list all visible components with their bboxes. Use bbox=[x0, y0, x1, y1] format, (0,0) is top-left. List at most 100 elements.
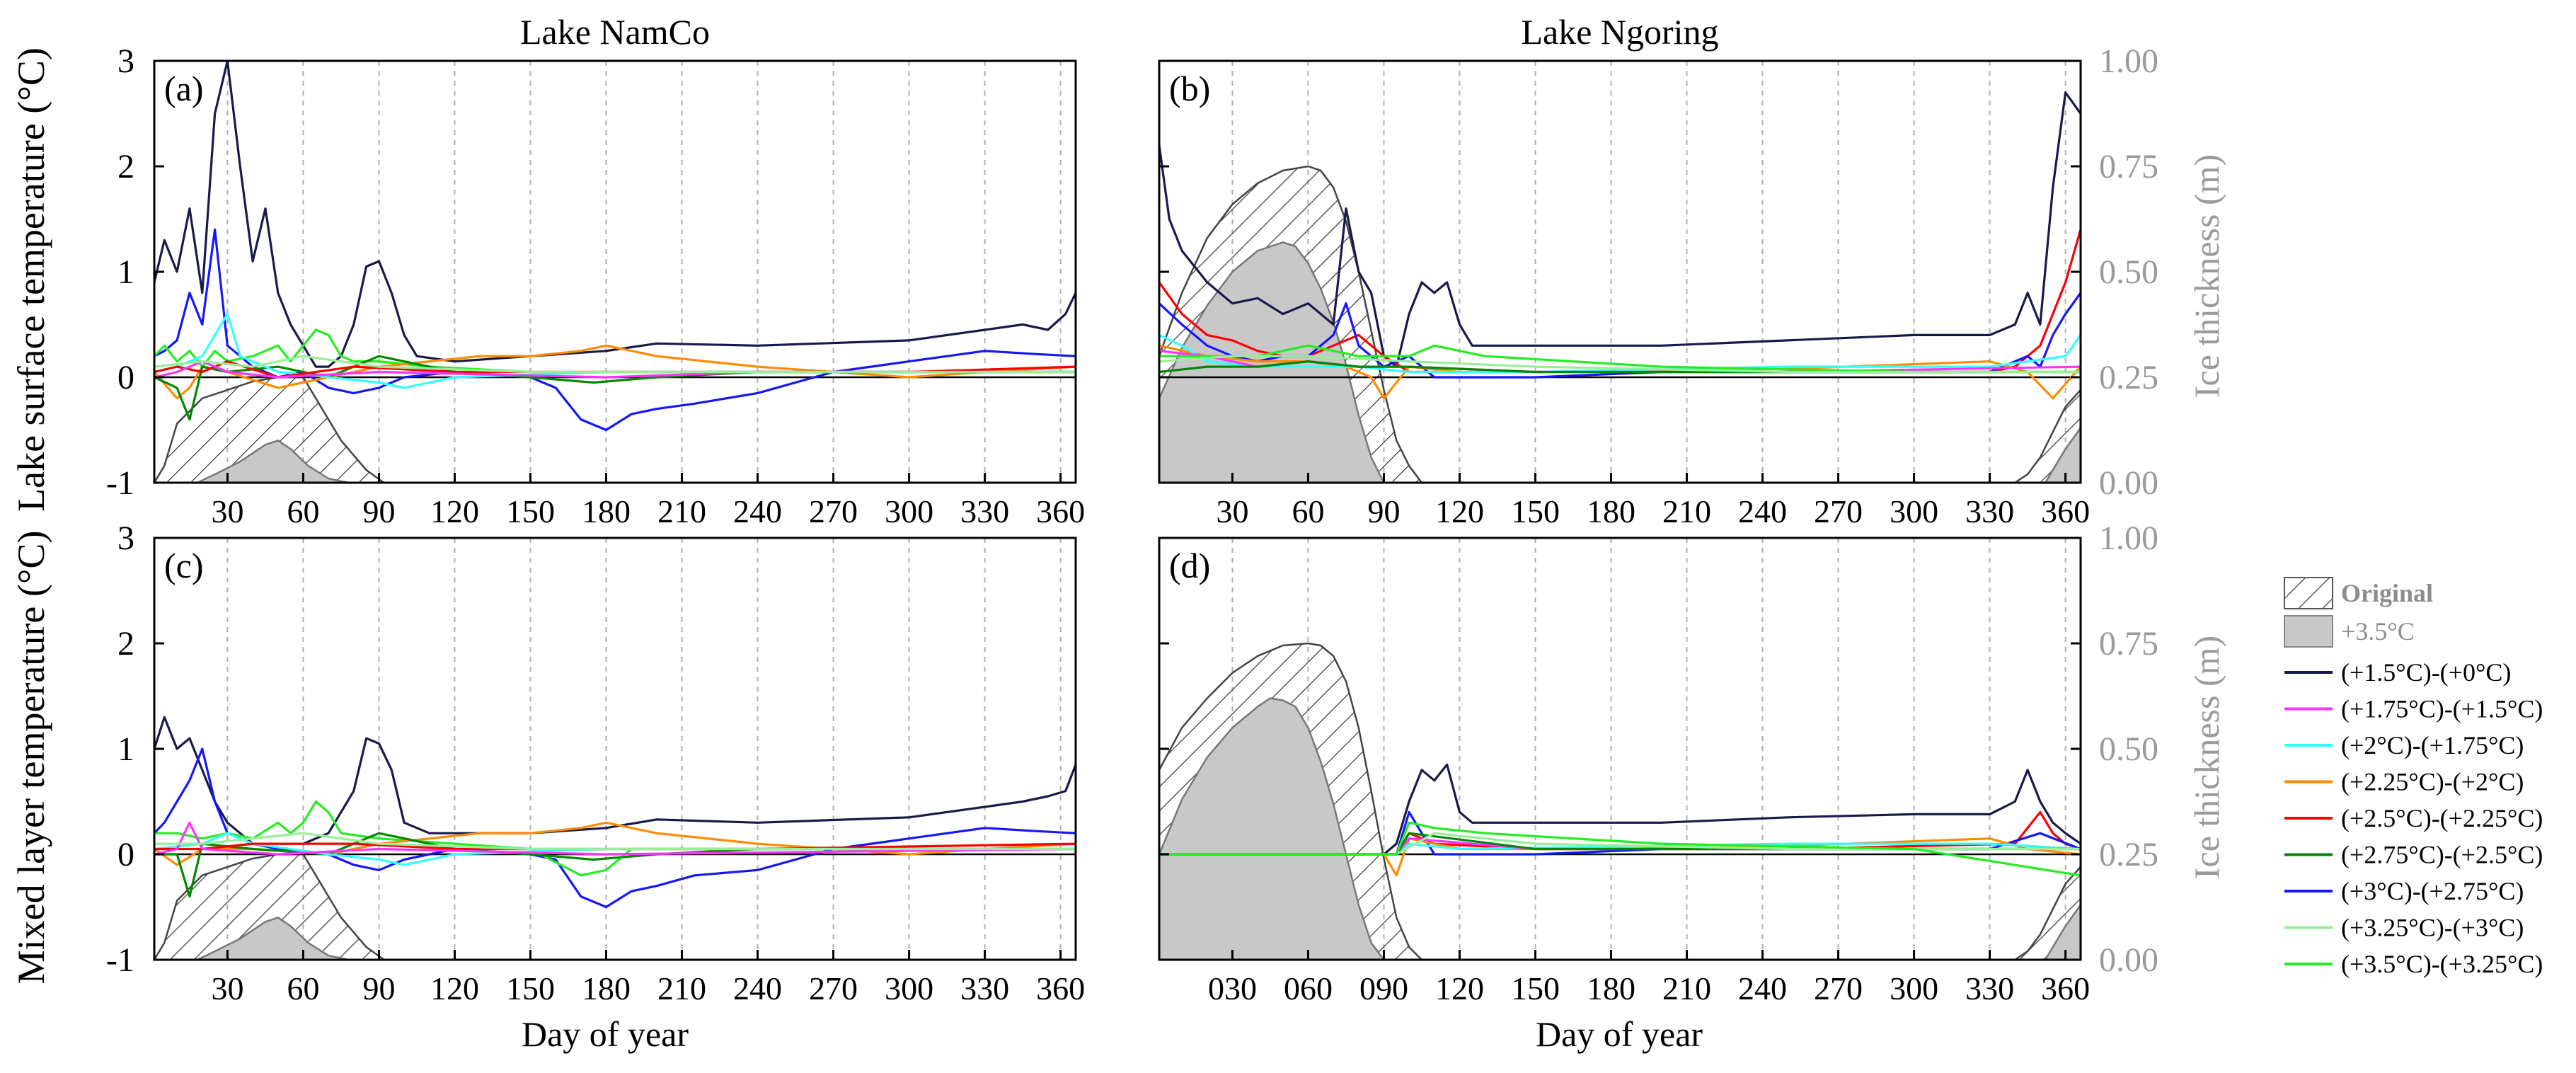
x-tick-label: 90 bbox=[362, 970, 395, 1006]
panel-title-ngoring: Lake Ngoring bbox=[1521, 12, 1718, 52]
y-tick-label: -1 bbox=[106, 464, 134, 502]
x-ticks-b: 30 60 90 120 150 180 210 240 270 300 330 360 bbox=[1216, 473, 2090, 529]
grid-b bbox=[1231, 61, 2066, 483]
x-tick-label: 150 bbox=[1511, 970, 1560, 1006]
y2-tick-label: 1.00 bbox=[2099, 42, 2158, 80]
x-tick-label: 240 bbox=[733, 493, 782, 529]
y-tick-label: 0 bbox=[117, 836, 134, 873]
series-c bbox=[153, 716, 1077, 909]
y-ticks-d bbox=[1159, 536, 1169, 961]
panel-title-namco: Lake NamCo bbox=[520, 12, 710, 52]
x-tick-label: 60 bbox=[287, 970, 319, 1006]
y2-axis-title-bottom: Ice thickness (m) bbox=[2187, 636, 2226, 879]
ice-c bbox=[152, 853, 387, 961]
y-tick-label: -1 bbox=[106, 941, 134, 979]
y-axis-title-top: Lake surface temperature (°C) bbox=[10, 47, 52, 512]
legend-label: (+3.5°C)-(+3.25°C) bbox=[2341, 950, 2543, 978]
panel-label-a: (a) bbox=[164, 69, 204, 108]
x-tick-label: 300 bbox=[1890, 493, 1938, 529]
x-tick-label: 120 bbox=[430, 970, 479, 1006]
x-tick-label: 330 bbox=[1965, 493, 2014, 529]
y2-axis-title-top: Ice thickness (m) bbox=[2187, 154, 2226, 398]
grid-c bbox=[226, 538, 1062, 960]
x-tick-label: 210 bbox=[657, 970, 706, 1006]
series-line bbox=[154, 832, 1076, 851]
y2-tick-label: 0.25 bbox=[2099, 359, 2158, 396]
x-tick-label: 360 bbox=[2041, 493, 2090, 529]
x-tick-label: 300 bbox=[885, 493, 933, 529]
x-tick-label: 090 bbox=[1359, 970, 1408, 1006]
series-line bbox=[1158, 91, 2082, 368]
y2-tick-label: 0.50 bbox=[2099, 730, 2158, 768]
x-tick-label: 180 bbox=[1587, 493, 1635, 529]
x-tick-label: 330 bbox=[1965, 970, 2014, 1006]
y2-tick-label: 0.75 bbox=[2099, 148, 2158, 185]
x-tick-label: 240 bbox=[1738, 493, 1787, 529]
x-tick-label: 120 bbox=[430, 493, 479, 529]
x-tick-label: 120 bbox=[1435, 970, 1484, 1006]
series-line bbox=[154, 228, 1076, 432]
x-tick-label: 60 bbox=[1292, 493, 1324, 529]
series-d bbox=[1159, 763, 2081, 877]
x-tick-label: 90 bbox=[1367, 493, 1400, 529]
y2-ticks-b: 1.00 0.75 0.50 0.25 0.00 bbox=[2071, 42, 2158, 502]
x-tick-label: 60 bbox=[287, 493, 319, 529]
x-tick-label: 330 bbox=[960, 970, 1009, 1006]
x-tick-label: 060 bbox=[1284, 970, 1333, 1006]
legend-swatch-warm bbox=[2284, 615, 2333, 648]
series-line bbox=[153, 716, 1077, 845]
legend: Original +3.5°C (+1.5°C)-(+0°C) (+1.75°C)… bbox=[2284, 577, 2543, 978]
y-tick-label: 1 bbox=[117, 730, 134, 768]
series-line bbox=[153, 59, 1077, 368]
x-tick-label: 030 bbox=[1208, 970, 1257, 1006]
panel-label-d: (d) bbox=[1169, 546, 1210, 585]
x-tick-label: 150 bbox=[506, 493, 555, 529]
y-tick-label: 3 bbox=[117, 520, 134, 557]
series-line bbox=[1158, 355, 2081, 374]
ice-warm-area bbox=[197, 917, 349, 961]
series-line bbox=[1159, 821, 2081, 877]
x-tick-label: 240 bbox=[733, 970, 782, 1006]
y2-tick-label: 0.50 bbox=[2099, 253, 2158, 291]
series-line bbox=[1158, 360, 2081, 374]
y-tick-label: 0 bbox=[117, 359, 134, 396]
x-ticks-c: 30 60 90 120 150 180 210 240 270 300 330 360 bbox=[211, 950, 1085, 1006]
x-tick-label: 210 bbox=[1662, 970, 1711, 1006]
y2-ticks-d: 1.00 0.75 0.50 0.25 0.00 bbox=[2071, 520, 2158, 979]
x-tick-label: 30 bbox=[211, 970, 243, 1006]
legend-label: (+2°C)-(+1.75°C) bbox=[2341, 731, 2524, 759]
x-tick-label: 270 bbox=[809, 493, 858, 529]
y-tick-label: 2 bbox=[117, 148, 134, 185]
x-axis-title-right: Day of year bbox=[1536, 1014, 1703, 1054]
x-tick-label: 300 bbox=[1890, 970, 1938, 1006]
legend-series: (+1.5°C)-(+0°C) (+1.75°C)-(+1.5°C) (+2°C)-… bbox=[2284, 658, 2543, 978]
ice-warm-area bbox=[1158, 697, 1386, 961]
ice-d bbox=[1158, 642, 2082, 961]
ice-warm-area bbox=[197, 440, 349, 484]
y-tick-label: 1 bbox=[117, 253, 134, 291]
series-a bbox=[153, 59, 1077, 432]
panel-d: 1.00 0.75 0.50 0.25 0.00 030 060 090 120 150 180 2… bbox=[1158, 520, 2158, 1006]
x-tick-label: 180 bbox=[582, 970, 631, 1006]
x-tick-label: 270 bbox=[809, 970, 858, 1006]
x-tick-label: 30 bbox=[1216, 493, 1248, 529]
x-axis-title-left: Day of year bbox=[522, 1014, 689, 1054]
y-axis-title-bottom: Mixed layer temperature (°C) bbox=[10, 531, 52, 985]
legend-label: (+1.5°C)-(+0°C) bbox=[2341, 658, 2511, 687]
panel-label-b: (b) bbox=[1169, 69, 1210, 108]
series-line bbox=[1159, 763, 2081, 856]
y-tick-label: 2 bbox=[117, 625, 134, 662]
legend-label: (+3°C)-(+2.75°C) bbox=[2341, 877, 2524, 905]
y-ticks-c: 3 2 1 0 -1 bbox=[106, 520, 164, 979]
y-ticks-b bbox=[1159, 59, 1169, 484]
legend-label: (+1.75°C)-(+1.5°C) bbox=[2341, 695, 2543, 723]
x-tick-label: 210 bbox=[657, 493, 706, 529]
x-tick-label: 360 bbox=[1036, 493, 1085, 529]
series-b bbox=[1158, 91, 2082, 400]
x-tick-label: 120 bbox=[1435, 493, 1484, 529]
legend-label: (+3.25°C)-(+3°C) bbox=[2341, 914, 2524, 942]
x-tick-label: 270 bbox=[1814, 970, 1863, 1006]
y2-tick-label: 0.75 bbox=[2099, 625, 2158, 662]
